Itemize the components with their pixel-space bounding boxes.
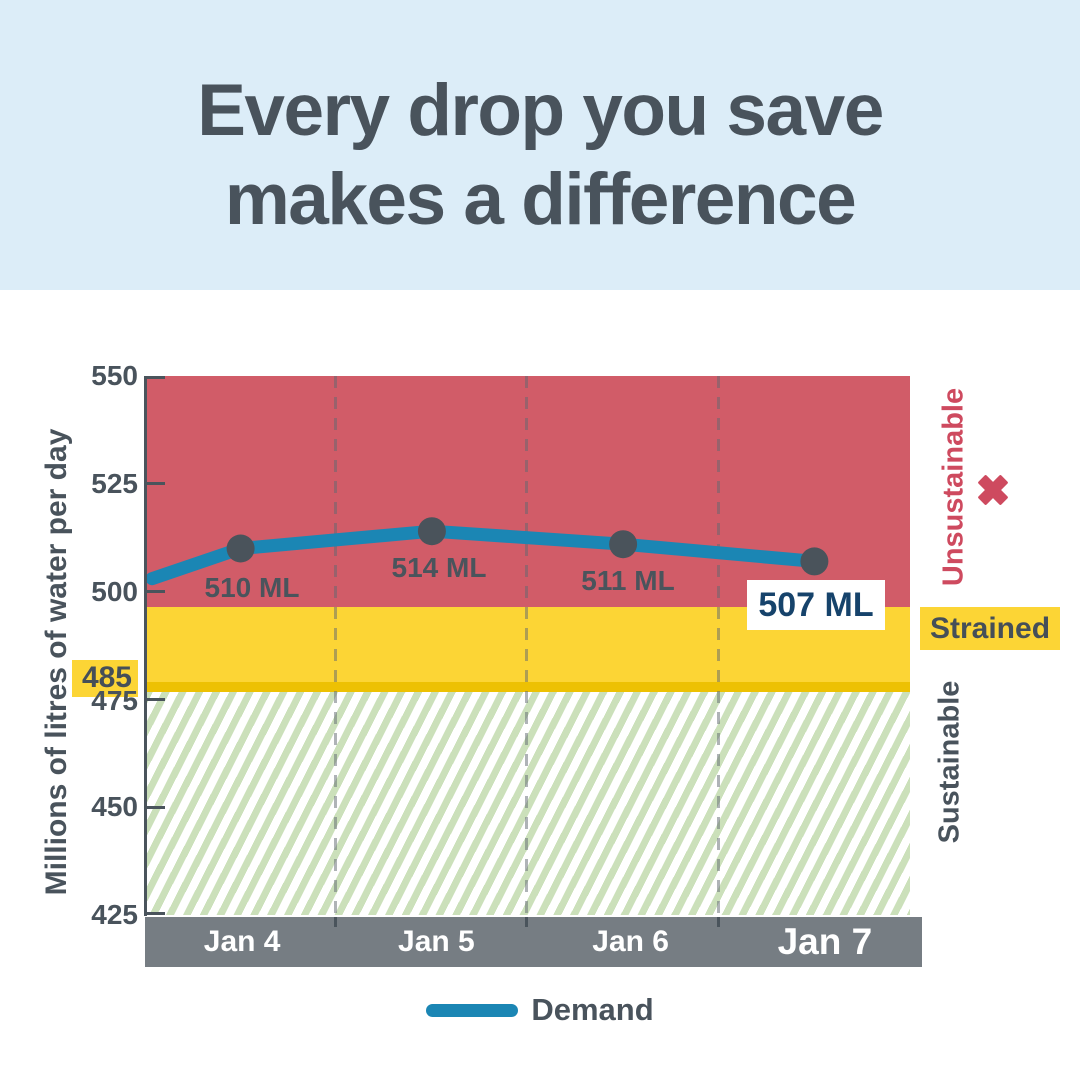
point-label-jan6: 511 ML (581, 565, 675, 596)
point-label-jan4: 510 ML (204, 572, 300, 603)
x-label-jan6: Jan 6 (592, 925, 669, 958)
data-point (417, 517, 446, 546)
x-tick-3 (717, 917, 720, 927)
x-axis-band: Jan 4 Jan 5 Jan 6 Jan 7 (145, 917, 922, 967)
title-line-1: Every drop you save (197, 70, 884, 151)
demand-line-chart (145, 517, 829, 586)
strained-label: Strained (929, 611, 1051, 645)
data-point (800, 547, 829, 576)
y-axis-line (144, 376, 147, 916)
x-label-jan4: Jan 4 (203, 925, 281, 958)
y-tick-525: 525 (91, 468, 138, 499)
data-point (609, 530, 638, 559)
sustainable-label: Sustainable (933, 680, 966, 844)
tick-425 (145, 912, 165, 915)
y-tick-485-threshold: 485 (0, 660, 138, 697)
x-label-jan5: Jan 5 (398, 925, 475, 958)
y-tick-450: 450 (91, 791, 138, 822)
gridline-1 (334, 376, 337, 915)
gridline-3 (717, 376, 720, 915)
strained-label-badge: Strained (920, 607, 1060, 650)
y-tick-500: 500 (91, 576, 138, 607)
tick-475 (145, 698, 165, 701)
title-line-2: makes a difference (224, 159, 857, 240)
x-label-jan7: Jan 7 (777, 921, 873, 962)
legend: Demand (0, 992, 1080, 1028)
legend-label: Demand (531, 992, 654, 1027)
demand-line-swatch (426, 1003, 519, 1017)
tick-500 (145, 590, 165, 593)
y-tick-475: 475 (91, 685, 138, 716)
tick-525 (145, 482, 165, 485)
gridline-2 (525, 376, 528, 915)
x-tick-2 (525, 917, 528, 927)
y-tick-425: 425 (91, 899, 138, 930)
data-point (226, 534, 255, 563)
tick-550 (145, 376, 165, 379)
plot-area (145, 376, 910, 915)
point-label-jan5: 514 ML (391, 552, 487, 583)
unsustainable-label: Unsustainable (937, 387, 970, 587)
tick-450 (145, 806, 165, 809)
cross-mark-icon (978, 475, 1008, 505)
x-tick-1 (334, 917, 337, 927)
page-title: Every drop you save makes a difference (0, 0, 1080, 244)
y-tick-550: 550 (91, 360, 138, 391)
point-label-jan7-callout: 507 ML (747, 580, 885, 630)
point-label-jan7: 507 ML (758, 585, 874, 624)
header-banner: Every drop you save makes a difference (0, 0, 1080, 290)
